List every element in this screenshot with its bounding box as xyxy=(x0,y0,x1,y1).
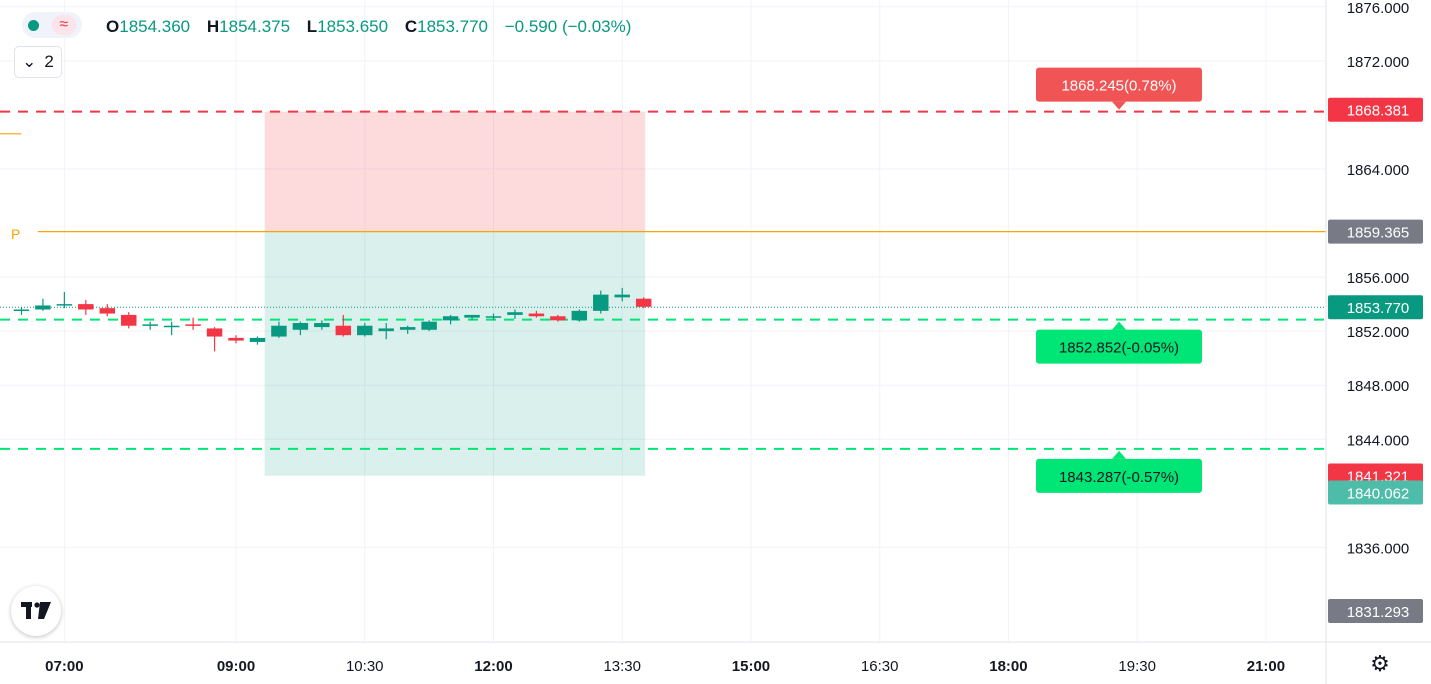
position-risk-zone[interactable] xyxy=(264,111,646,232)
candle-body[interactable] xyxy=(228,337,244,341)
candle-body[interactable] xyxy=(571,310,588,321)
level-callout[interactable] xyxy=(1036,329,1202,364)
price-tick-label: 1836.000 xyxy=(1347,540,1410,557)
time-tick-label: 10:30 xyxy=(346,658,384,675)
logo-mark xyxy=(21,602,51,619)
pivot-label: P xyxy=(11,226,21,242)
candle-body[interactable] xyxy=(335,325,352,336)
high-label: H xyxy=(206,17,220,36)
change-value: −0.590 (−0.03%) xyxy=(504,17,632,36)
candle-body[interactable] xyxy=(249,337,266,342)
open-value: 1854.360 xyxy=(119,17,191,36)
candle-body[interactable] xyxy=(121,314,137,326)
candle-body[interactable] xyxy=(292,323,309,330)
candle-body[interactable] xyxy=(357,325,373,336)
price-badge-text: 1868.381 xyxy=(1347,103,1410,120)
candle-body[interactable] xyxy=(550,316,566,321)
time-tick-label: 19:30 xyxy=(1118,658,1156,675)
position-reward-zone[interactable] xyxy=(264,231,646,476)
level-callout-pointer xyxy=(1112,321,1126,330)
candle-body[interactable] xyxy=(13,309,30,312)
level-callout[interactable] xyxy=(1036,67,1202,102)
candle-body[interactable] xyxy=(614,294,630,298)
time-tick-label: 16:30 xyxy=(861,658,899,675)
price-tick-label: 1848.000 xyxy=(1347,378,1410,395)
price-badge xyxy=(1328,599,1423,624)
candle-body[interactable] xyxy=(206,328,223,337)
price-badge-text: 1859.365 xyxy=(1347,225,1410,242)
open-label: O xyxy=(106,17,120,36)
time-tick-label: 15:00 xyxy=(732,658,770,675)
price-tick-label: 1864.000 xyxy=(1347,162,1410,179)
visibility-dot-icon[interactable] xyxy=(28,19,40,31)
price-tick-label: 1852.000 xyxy=(1347,324,1410,341)
candle-body[interactable] xyxy=(314,323,330,328)
candle-body[interactable] xyxy=(35,305,51,310)
indicator-toggle[interactable]: ≈ xyxy=(22,12,82,38)
low-label: L xyxy=(306,17,318,36)
candle-body[interactable] xyxy=(185,324,201,326)
price-badge xyxy=(1328,295,1423,320)
candle-body[interactable] xyxy=(271,325,287,337)
candle-body[interactable] xyxy=(485,316,502,318)
price-badge xyxy=(1328,97,1423,122)
candle-body[interactable] xyxy=(507,312,523,315)
candle-body[interactable] xyxy=(635,298,652,307)
level-callout-text: 1843.287(-0.57%) xyxy=(1059,469,1179,486)
close-label: C xyxy=(404,17,418,36)
ohlc-legend: O1854.360 H1854.375 L1853.650 C1853.770 … xyxy=(106,17,637,37)
chevron-down-icon: ⌄ xyxy=(22,52,37,71)
level-callout[interactable] xyxy=(1036,458,1202,493)
time-tick-label: 12:00 xyxy=(474,658,512,675)
candle-body[interactable] xyxy=(142,324,158,326)
price-tick-label: 1876.000 xyxy=(1347,0,1410,17)
time-tick-label: 18:00 xyxy=(989,658,1027,675)
candle-body[interactable] xyxy=(399,327,416,330)
candle-body[interactable] xyxy=(163,325,180,328)
price-badge-text: 1831.293 xyxy=(1347,604,1410,621)
time-tick-label: 21:00 xyxy=(1247,658,1285,675)
level-callout-text: 1868.245(0.78%) xyxy=(1061,78,1176,95)
price-tick-label: 1844.000 xyxy=(1347,432,1410,449)
wave-icon[interactable]: ≈ xyxy=(51,15,76,35)
price-badge xyxy=(1328,219,1423,244)
level-callout-pointer xyxy=(1112,101,1126,110)
time-tick-label: 13:30 xyxy=(603,658,641,675)
candle-body[interactable] xyxy=(464,314,480,318)
indicator-count: 2 xyxy=(44,52,54,71)
candle-body[interactable] xyxy=(593,294,609,311)
price-tick-label: 1856.000 xyxy=(1347,270,1410,287)
price-tick-label: 1872.000 xyxy=(1347,54,1410,71)
price-badge xyxy=(1328,480,1423,505)
time-tick-label: 09:00 xyxy=(217,658,255,675)
candle-body[interactable] xyxy=(56,304,73,306)
price-badge-text: 1853.770 xyxy=(1347,300,1410,317)
level-callout-text: 1852.852(-0.05%) xyxy=(1059,340,1179,357)
price-badge-text: 1840.062 xyxy=(1347,485,1410,502)
candle-body[interactable] xyxy=(442,316,459,321)
high-value: 1854.375 xyxy=(219,17,291,36)
chart-settings-gear-icon[interactable]: ⚙ xyxy=(1370,651,1390,676)
time-tick-label: 07:00 xyxy=(45,658,83,675)
candle-body[interactable] xyxy=(78,304,94,310)
candle-body[interactable] xyxy=(99,308,116,314)
candle-body[interactable] xyxy=(528,313,545,317)
low-value: 1853.650 xyxy=(317,17,389,36)
candle-body[interactable] xyxy=(378,328,394,332)
level-callout-pointer xyxy=(1112,450,1126,459)
tradingview-logo-icon[interactable] xyxy=(11,586,61,636)
candle-body[interactable] xyxy=(421,321,437,330)
close-value: 1853.770 xyxy=(417,17,489,36)
indicators-collapse-button[interactable]: ⌄ 2 xyxy=(14,46,62,78)
